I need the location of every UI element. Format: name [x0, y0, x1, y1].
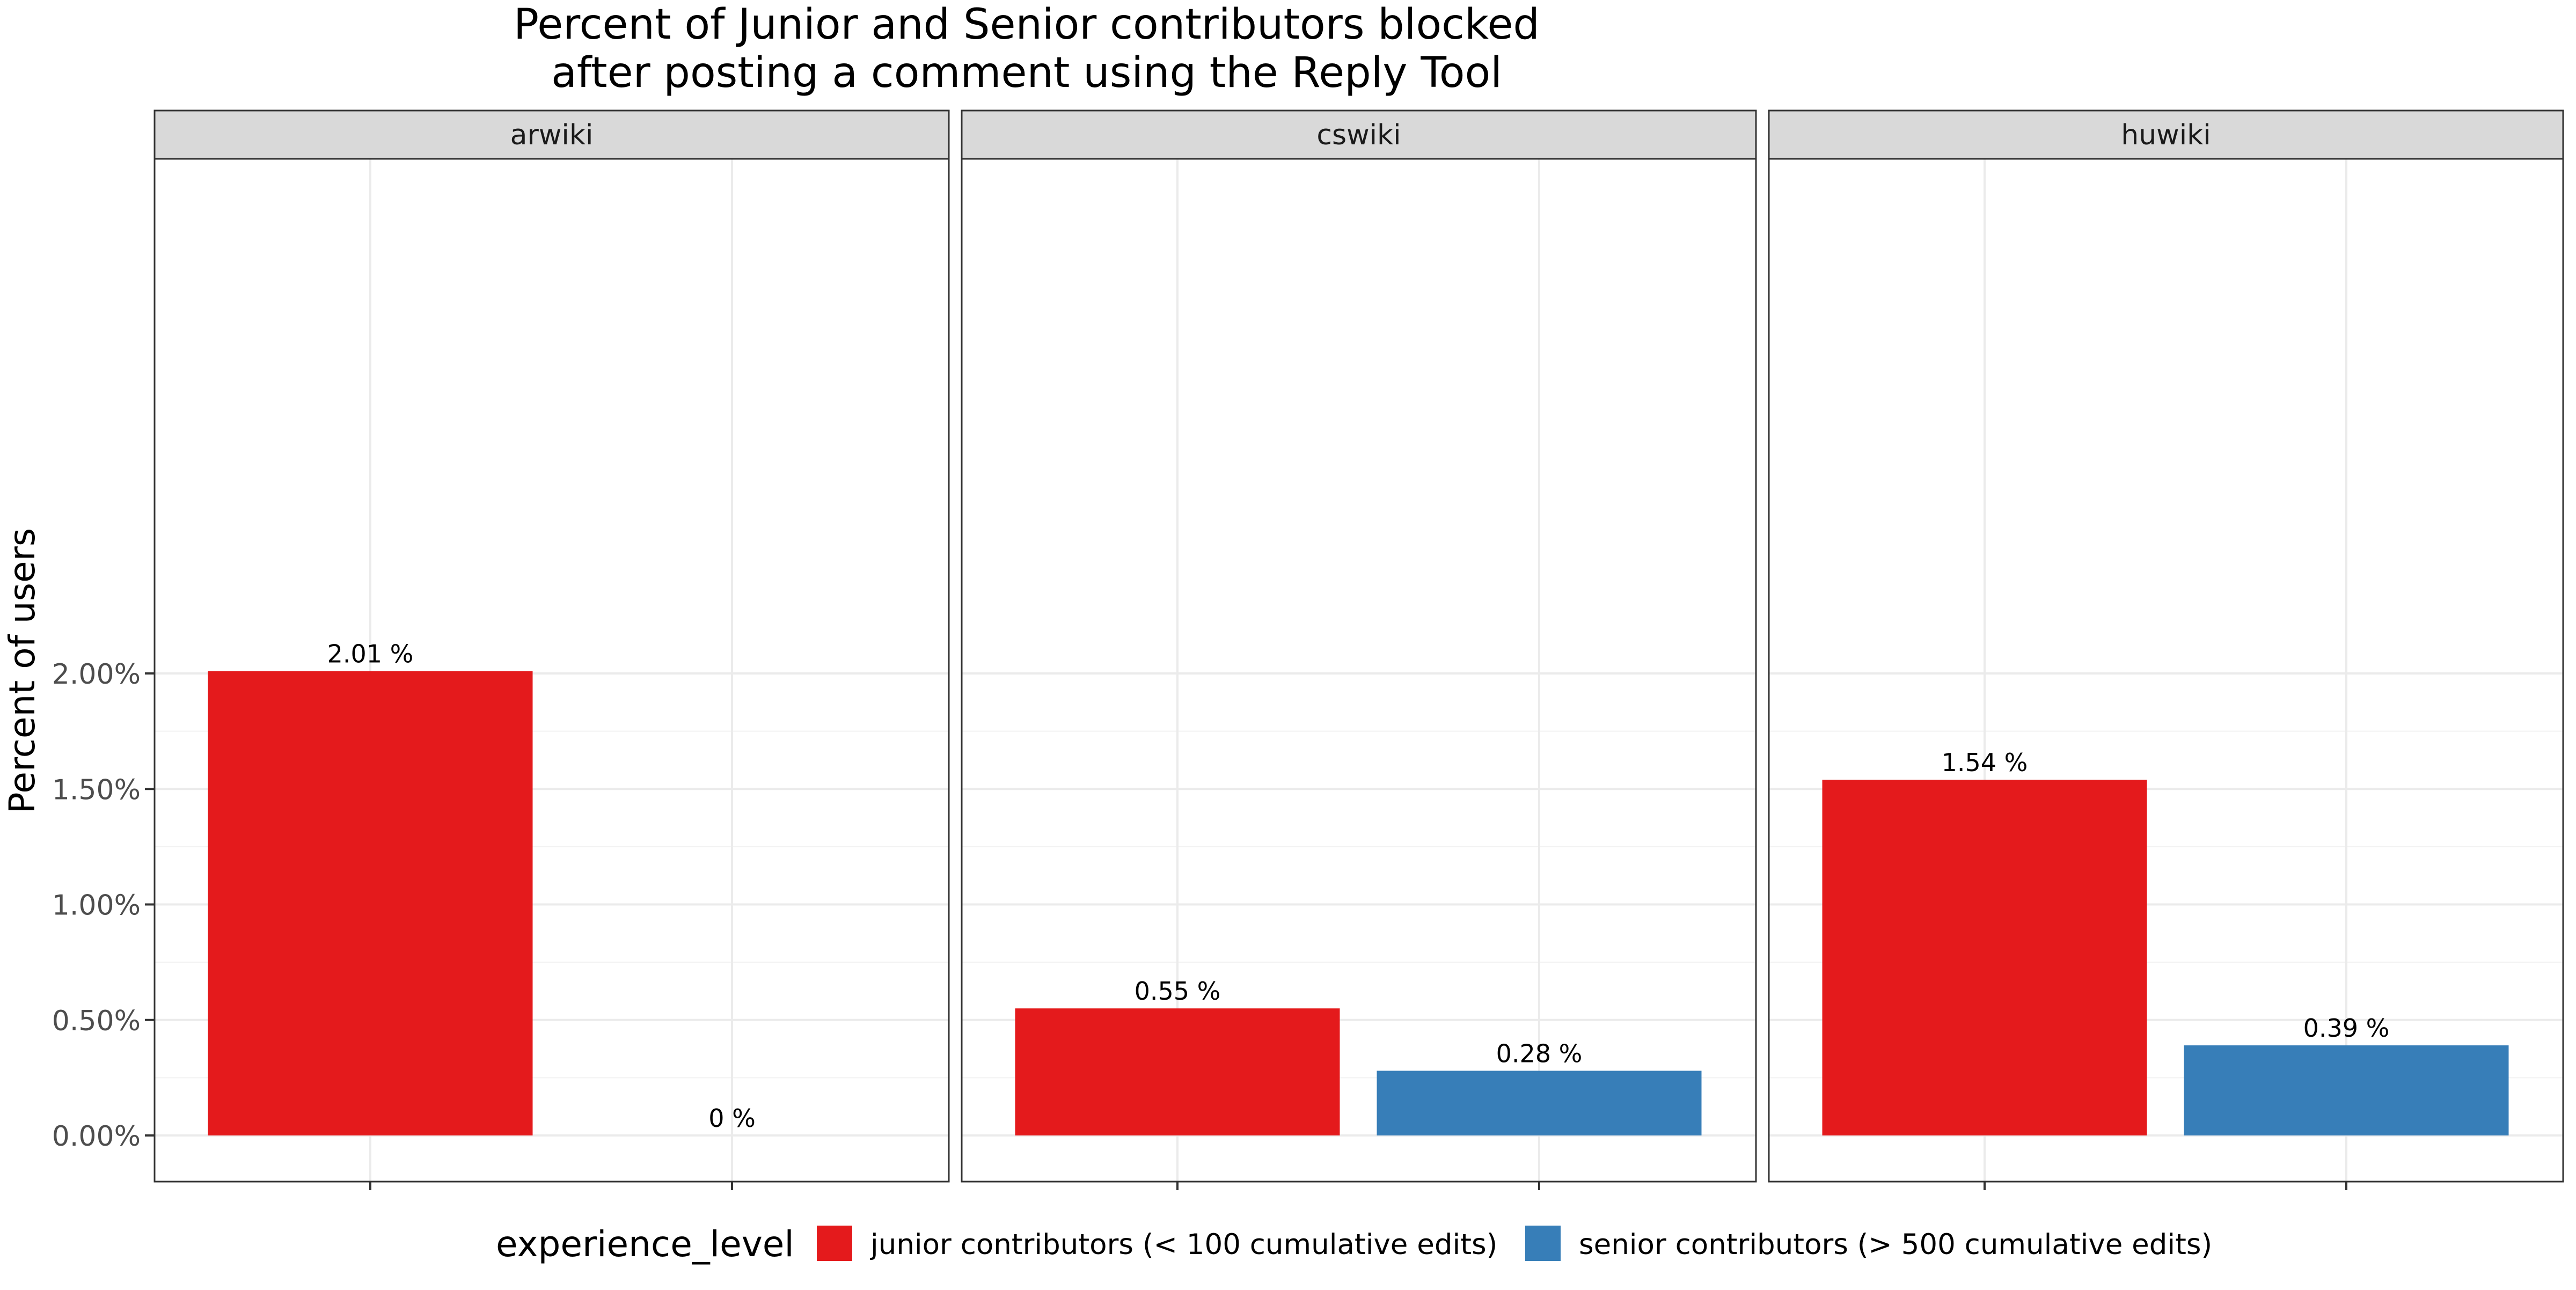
facet-strip-label: cswiki	[1316, 119, 1401, 151]
bar-value-label: 0 %	[708, 1104, 756, 1133]
facet-strip	[961, 109, 1757, 160]
legend-key-senior	[1525, 1226, 1561, 1261]
bar-value-label: 0.39 %	[2303, 1014, 2390, 1043]
chart-title-line-1: Percent of Junior and Senior contributor…	[514, 1, 1540, 49]
facet-strip	[1768, 109, 2564, 160]
facet-strip-label: arwiki	[510, 119, 594, 151]
legend-key-junior	[817, 1226, 852, 1261]
bar-huwiki-senior	[2184, 1045, 2509, 1135]
bar-value-label: 1.54 %	[1942, 748, 2028, 777]
facet-strip	[153, 109, 950, 160]
y-tick-label: 2.00%	[52, 658, 141, 691]
facet-strip-label: huwiki	[2121, 119, 2211, 151]
bar-cswiki-senior	[1377, 1071, 1702, 1135]
bar-value-label: 2.01 %	[327, 640, 414, 669]
y-tick-label: 1.50%	[52, 774, 141, 806]
bar-value-label: 0.55 %	[1135, 977, 1221, 1006]
legend-title: experience_level	[496, 1223, 794, 1265]
legend-label: junior contributors (< 100 cumulative ed…	[870, 1228, 1497, 1261]
y-tick-label: 0.00%	[52, 1120, 141, 1153]
bar-value-label: 0.28 %	[1496, 1039, 1583, 1068]
y-tick-label: 0.50%	[52, 1005, 141, 1037]
legend-label: senior contributors (> 500 cumulative ed…	[1579, 1228, 2212, 1261]
y-axis-label: Percent of users	[2, 528, 43, 813]
panel-border	[961, 158, 1757, 1183]
bar-arwiki-junior	[208, 671, 533, 1135]
panel-border	[153, 158, 950, 1183]
y-tick-label: 1.00%	[52, 890, 141, 922]
chart-title-line-2: after posting a comment using the Reply …	[551, 49, 1502, 97]
bar-cswiki-junior	[1015, 1008, 1340, 1135]
bar-huwiki-junior	[1822, 780, 2147, 1135]
panel-border	[1768, 158, 2564, 1183]
